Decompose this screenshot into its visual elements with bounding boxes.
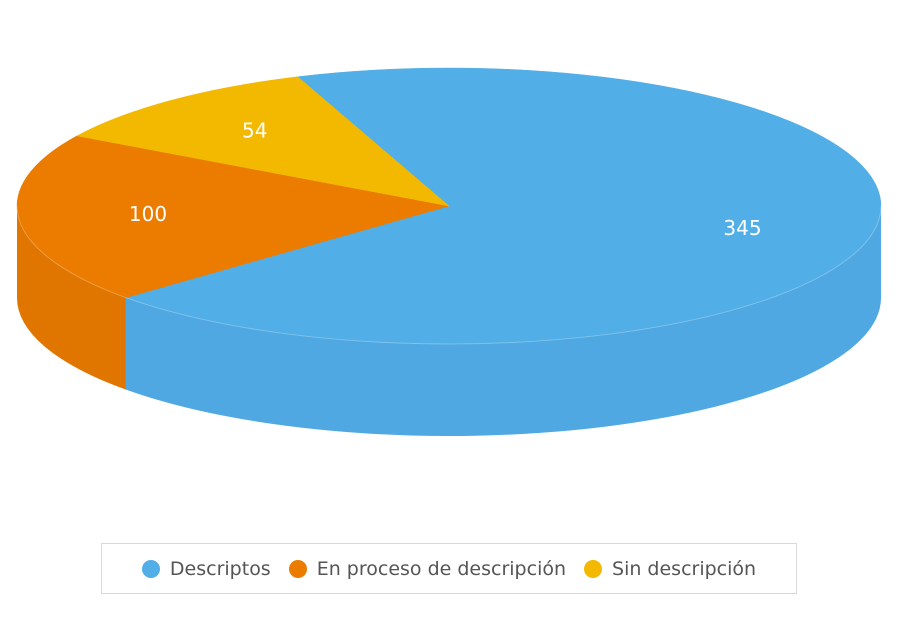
data-label-descriptos: 345 [723,216,761,240]
pie-sides [17,206,881,437]
legend-item-descriptos[interactable]: Descriptos [141,557,271,580]
legend-swatch-sin-descripcion [584,559,603,578]
legend-item-sin-descripcion[interactable]: Sin descripción [584,558,756,580]
data-labels: 345 100 54 [129,119,762,240]
pie-side-en-proceso-de-descripcion [17,206,126,390]
legend-swatch-descriptos [141,559,160,578]
pie-slice-sin-descripcion[interactable] [76,76,450,207]
pie-tops [16,67,882,345]
pie-rim [16,205,882,345]
data-label-en-proceso-de-descripcion: 100 [129,202,167,226]
legend: Descriptos En proceso de descripción Sin… [101,543,797,594]
legend-label: Sin descripción [612,557,757,580]
legend-swatch-en-proceso [288,559,307,578]
legend-label: En proceso de descripción [316,557,567,580]
pie-slice-en-proceso-de-descripcion[interactable] [16,135,450,298]
pie-side-descriptos [125,206,881,437]
pie-slice-descriptos[interactable] [125,67,882,345]
legend-item-en-proceso[interactable]: En proceso de descripción [288,557,567,580]
data-label-sin-descripcion: 54 [242,119,267,143]
legend-label: Descriptos [169,557,271,580]
